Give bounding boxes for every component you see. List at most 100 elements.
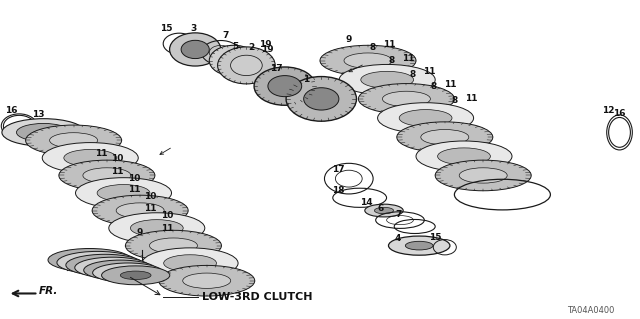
Text: 8: 8 [451, 96, 458, 105]
Ellipse shape [26, 125, 122, 156]
Ellipse shape [388, 236, 450, 255]
Ellipse shape [97, 185, 150, 201]
Ellipse shape [421, 130, 468, 145]
Text: 1: 1 [303, 75, 309, 84]
Text: 16: 16 [4, 106, 17, 115]
Ellipse shape [57, 251, 138, 274]
Ellipse shape [383, 91, 431, 107]
Text: 12: 12 [602, 106, 614, 115]
Text: 10: 10 [144, 192, 157, 201]
Ellipse shape [84, 260, 157, 280]
Ellipse shape [416, 141, 512, 172]
Text: 2: 2 [248, 43, 254, 52]
Ellipse shape [150, 238, 197, 253]
Ellipse shape [95, 263, 130, 272]
Text: 11: 11 [383, 40, 396, 49]
Ellipse shape [286, 77, 356, 121]
Text: 15: 15 [160, 24, 173, 33]
Ellipse shape [102, 266, 170, 285]
Ellipse shape [435, 160, 531, 191]
Ellipse shape [230, 55, 262, 76]
Ellipse shape [268, 76, 301, 97]
Ellipse shape [116, 203, 164, 218]
Text: 8: 8 [431, 82, 437, 91]
Text: 11: 11 [444, 80, 457, 89]
Text: 11: 11 [465, 94, 477, 103]
Ellipse shape [120, 271, 151, 279]
Ellipse shape [83, 168, 131, 183]
Ellipse shape [303, 88, 339, 110]
Ellipse shape [339, 64, 435, 95]
Text: 8: 8 [388, 56, 395, 65]
Ellipse shape [142, 248, 238, 278]
Text: 9: 9 [346, 35, 352, 44]
Text: 9: 9 [136, 228, 143, 237]
Ellipse shape [220, 52, 247, 69]
Ellipse shape [159, 265, 255, 296]
Text: 11: 11 [161, 224, 174, 233]
Text: 4: 4 [395, 234, 401, 243]
Ellipse shape [17, 123, 70, 141]
Ellipse shape [183, 273, 231, 288]
Ellipse shape [397, 122, 493, 152]
Ellipse shape [76, 178, 172, 208]
Text: 13: 13 [32, 110, 45, 119]
Text: 6: 6 [378, 204, 384, 213]
Ellipse shape [112, 268, 144, 277]
Text: 7: 7 [222, 31, 228, 40]
Ellipse shape [71, 255, 108, 265]
Ellipse shape [438, 148, 490, 165]
Text: LOW-3RD CLUTCH: LOW-3RD CLUTCH [202, 292, 312, 302]
Text: 18: 18 [332, 186, 344, 195]
Ellipse shape [75, 257, 150, 278]
Ellipse shape [131, 220, 183, 236]
Ellipse shape [88, 260, 122, 270]
Ellipse shape [378, 103, 474, 133]
Text: 8: 8 [410, 70, 416, 78]
Ellipse shape [50, 133, 98, 148]
Text: 11: 11 [128, 185, 141, 194]
Text: 7: 7 [395, 210, 401, 219]
Text: 11: 11 [402, 54, 415, 63]
Ellipse shape [93, 263, 163, 283]
Ellipse shape [405, 241, 433, 250]
Ellipse shape [374, 207, 394, 214]
Ellipse shape [365, 204, 403, 217]
Text: 11: 11 [111, 167, 124, 176]
Ellipse shape [42, 143, 138, 173]
Ellipse shape [104, 266, 137, 275]
Ellipse shape [79, 257, 115, 268]
Text: TA04A0400: TA04A0400 [567, 306, 614, 315]
Ellipse shape [320, 45, 416, 76]
Text: 10: 10 [161, 211, 174, 220]
Ellipse shape [459, 168, 507, 183]
Text: FR.: FR. [38, 286, 58, 296]
Text: 10: 10 [128, 174, 141, 182]
Text: 19: 19 [259, 41, 272, 49]
Ellipse shape [92, 195, 188, 226]
Ellipse shape [344, 53, 392, 68]
Ellipse shape [218, 47, 275, 84]
Ellipse shape [358, 84, 454, 114]
Text: 11: 11 [422, 67, 435, 76]
Ellipse shape [59, 160, 155, 191]
Ellipse shape [48, 249, 131, 271]
Text: 17: 17 [332, 165, 344, 174]
Text: 11: 11 [144, 204, 157, 213]
Ellipse shape [66, 254, 144, 276]
Ellipse shape [109, 213, 205, 243]
Ellipse shape [170, 33, 221, 66]
Text: 3: 3 [190, 24, 196, 33]
Ellipse shape [181, 40, 209, 59]
Ellipse shape [64, 150, 116, 166]
Ellipse shape [209, 45, 258, 76]
Ellipse shape [125, 230, 221, 261]
Text: 10: 10 [111, 154, 124, 163]
Ellipse shape [164, 255, 216, 271]
Text: 14: 14 [360, 198, 372, 207]
Ellipse shape [361, 71, 413, 88]
Text: 15: 15 [429, 233, 442, 242]
Ellipse shape [254, 67, 316, 105]
Ellipse shape [399, 110, 452, 126]
Text: 8: 8 [369, 43, 376, 52]
